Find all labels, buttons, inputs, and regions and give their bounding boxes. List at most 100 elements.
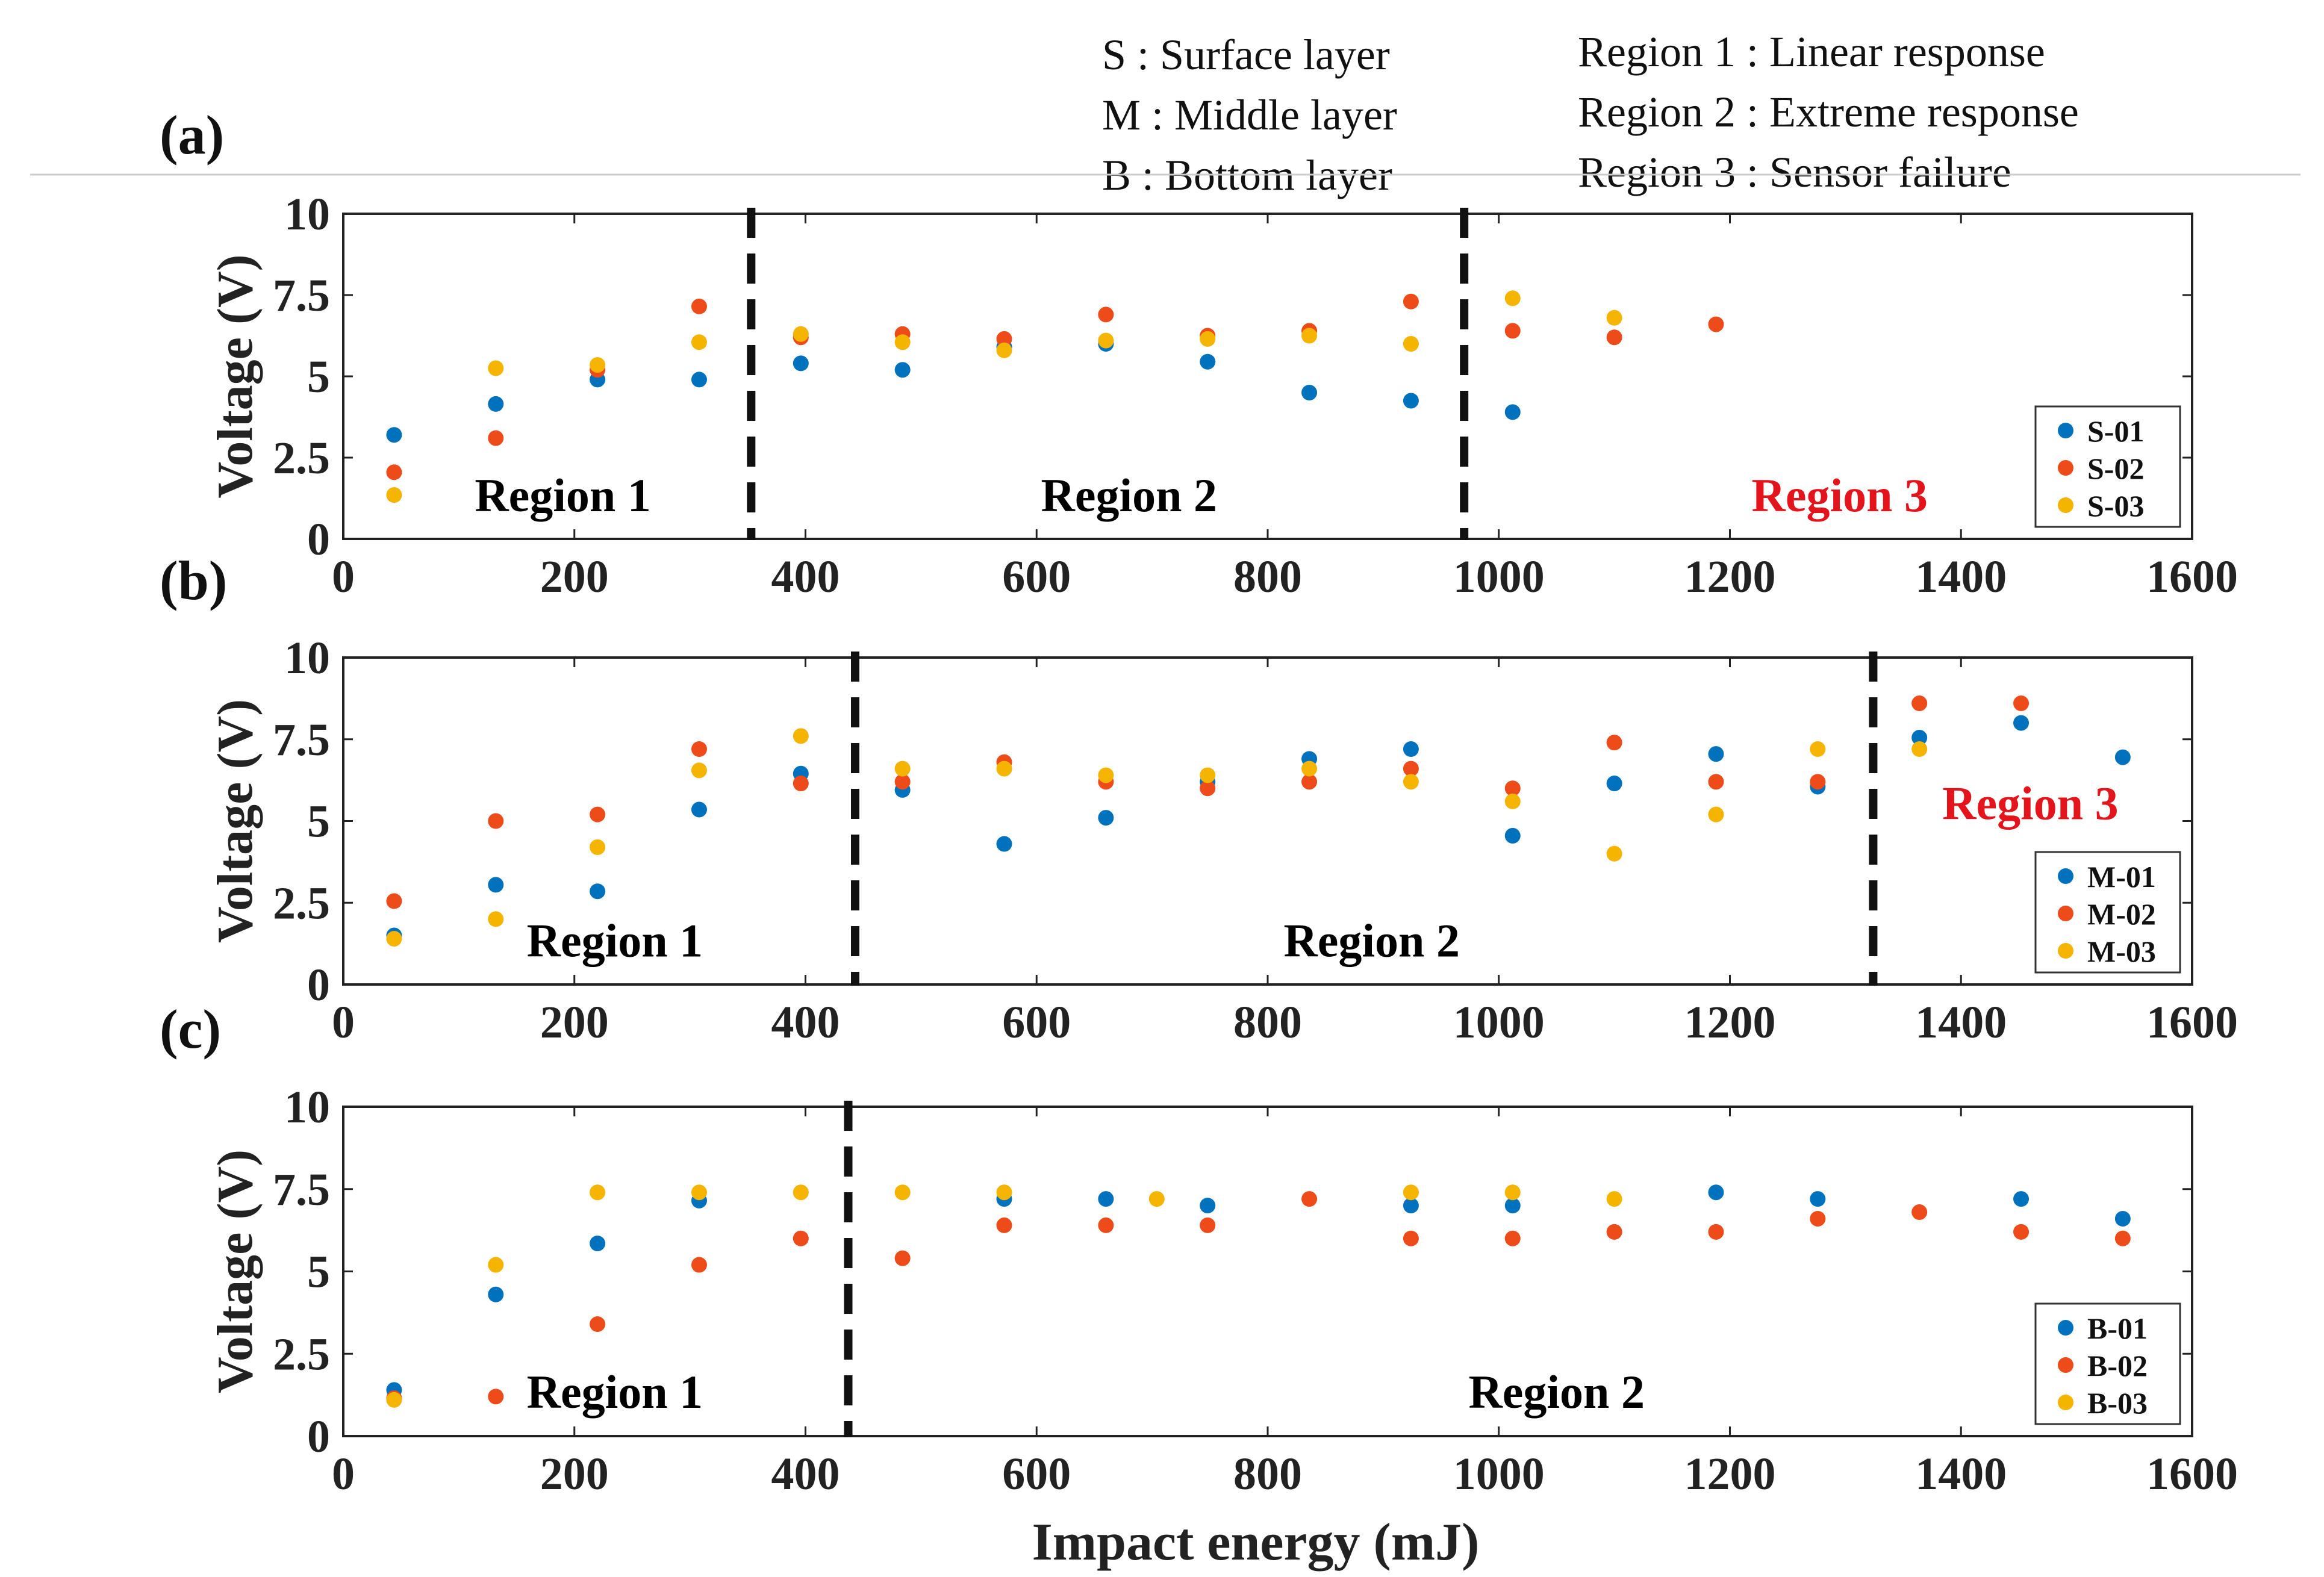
data-point-m-02 xyxy=(1708,774,1724,790)
x-tick-label: 600 xyxy=(1002,552,1071,602)
data-point-m-01 xyxy=(996,836,1012,852)
y-tick-label: 10 xyxy=(284,189,330,240)
data-point-m-03 xyxy=(1810,741,1826,757)
data-point-m-02 xyxy=(1504,780,1521,797)
data-point-s-02 xyxy=(1708,316,1724,332)
y-tick-label: 7.5 xyxy=(273,270,330,321)
legend-entry: S-03 xyxy=(2087,489,2144,523)
data-point-m-02 xyxy=(1301,774,1318,790)
data-point-s-01 xyxy=(1200,353,1216,370)
data-point-b-01 xyxy=(1403,1198,1419,1214)
data-point-m-03 xyxy=(590,839,606,855)
data-point-s-02 xyxy=(386,464,402,481)
data-point-m-02 xyxy=(1911,695,1928,712)
data-point-s-01 xyxy=(488,396,504,412)
data-point-b-01 xyxy=(1200,1198,1216,1214)
x-tick-label: 800 xyxy=(1233,552,1302,602)
y-tick-label: 5 xyxy=(307,797,330,847)
data-point-s-02 xyxy=(691,298,707,314)
data-point-s-01 xyxy=(1403,393,1419,409)
data-point-s-02 xyxy=(488,430,504,446)
x-axis-label: Impact energy (mJ) xyxy=(1032,1513,1480,1572)
legend-entry: M-03 xyxy=(2087,935,2156,968)
x-tick-label: 1000 xyxy=(1453,552,1545,602)
x-tick-label: 1200 xyxy=(1684,997,1776,1048)
data-point-m-01 xyxy=(1403,741,1419,757)
data-point-m-02 xyxy=(894,774,911,790)
data-point-b-02 xyxy=(2114,1230,2131,1246)
legend-marker xyxy=(2058,423,2073,438)
data-point-s-03 xyxy=(488,360,504,376)
data-point-b-01 xyxy=(488,1286,504,1302)
data-point-b-03 xyxy=(1403,1184,1419,1201)
data-point-m-03 xyxy=(793,728,809,744)
legend-marker xyxy=(2058,906,2073,921)
x-tick-label: 0 xyxy=(332,1449,355,1499)
data-point-m-03 xyxy=(386,930,402,947)
data-point-b-01 xyxy=(2013,1191,2030,1207)
x-tick-label: 800 xyxy=(1233,1449,1302,1499)
x-tick-label: 1000 xyxy=(1453,997,1545,1048)
data-point-b-02 xyxy=(1810,1210,1826,1227)
data-point-m-02 xyxy=(793,776,809,792)
data-point-b-03 xyxy=(996,1184,1012,1201)
region-label: Region 3 xyxy=(1942,777,2119,829)
panel-a: (a) Voltage (V) 0 200 400 600 800 1000 1200 1400 1… xyxy=(160,104,2238,602)
y-tick-label: 2.5 xyxy=(273,1329,330,1379)
data-point-m-03 xyxy=(1911,741,1928,757)
region-label: Region 1 xyxy=(475,469,651,521)
data-point-m-03 xyxy=(1403,774,1419,790)
y-tick-label: 5 xyxy=(307,352,330,402)
data-point-m-03 xyxy=(1200,767,1216,783)
data-point-m-01 xyxy=(1504,827,1521,844)
data-point-b-01 xyxy=(2114,1210,2131,1227)
x-tick-label: 400 xyxy=(771,997,840,1048)
y-axis-label: Voltage (V) xyxy=(207,254,263,498)
data-point-m-01 xyxy=(2013,715,2030,731)
data-point-s-03 xyxy=(1301,328,1318,344)
data-point-s-01 xyxy=(793,355,809,372)
x-tick-label: 200 xyxy=(540,1449,609,1499)
region-label: Region 3 xyxy=(1752,469,1928,521)
data-point-m-02 xyxy=(1810,774,1826,790)
y-axis-label: Voltage (V) xyxy=(207,1149,263,1393)
data-point-m-02 xyxy=(386,893,402,909)
data-point-s-01 xyxy=(691,372,707,388)
data-point-m-01 xyxy=(1606,776,1622,792)
data-point-m-01 xyxy=(1911,730,1928,746)
y-tick-label: 0 xyxy=(307,514,330,565)
legend-marker xyxy=(2058,497,2073,513)
data-point-s-01 xyxy=(894,362,911,378)
data-point-s-03 xyxy=(691,334,707,350)
data-point-m-03 xyxy=(488,911,504,927)
data-point-b-03 xyxy=(793,1184,809,1201)
data-point-b-03 xyxy=(894,1184,911,1201)
x-tick-label: 1400 xyxy=(1915,1449,2007,1499)
data-point-s-03 xyxy=(590,357,606,373)
data-point-s-03 xyxy=(1606,309,1622,326)
data-point-m-02 xyxy=(488,813,504,829)
note-region-1: Region 1 : Linear response xyxy=(1578,28,2045,76)
y-tick-label: 2.5 xyxy=(273,878,330,928)
note-region-2: Region 2 : Extreme response xyxy=(1578,88,2079,136)
data-point-b-03 xyxy=(590,1184,606,1201)
data-point-m-01 xyxy=(2114,749,2131,765)
data-point-m-02 xyxy=(691,741,707,757)
data-point-m-03 xyxy=(1504,793,1521,809)
data-point-s-02 xyxy=(1098,306,1114,323)
x-tick-label: 600 xyxy=(1002,997,1071,1048)
data-point-s-01 xyxy=(1301,385,1318,400)
data-point-m-03 xyxy=(1708,806,1724,823)
legend-marker xyxy=(2058,1395,2073,1410)
x-tick-label: 400 xyxy=(771,552,840,602)
legend-entry: B-03 xyxy=(2087,1386,2148,1420)
data-point-s-02 xyxy=(996,331,1012,347)
legend-marker xyxy=(2058,1320,2073,1336)
data-point-b-01 xyxy=(590,1236,606,1252)
x-tick-label: 1600 xyxy=(2146,1449,2238,1499)
note-region-3: Region 3 : Sensor failure xyxy=(1578,148,2011,196)
data-point-s-02 xyxy=(1606,329,1622,346)
x-tick-label: 1000 xyxy=(1453,1449,1545,1499)
legend-entry: B-01 xyxy=(2087,1311,2148,1345)
